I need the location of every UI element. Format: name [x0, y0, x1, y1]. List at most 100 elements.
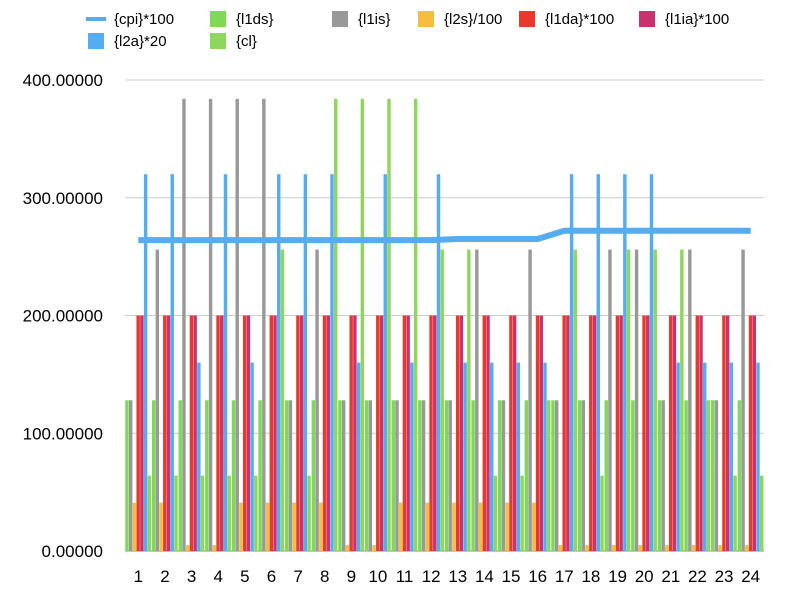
bar-l1ds	[577, 400, 582, 551]
bar-l2s-100	[372, 545, 376, 551]
bar-l2s-100	[159, 502, 163, 551]
bar-l1da-100	[615, 315, 620, 551]
bar-l1ia-100	[592, 315, 597, 551]
legend-item: {cpi}*100	[86, 11, 174, 28]
x-tick-label: 23	[715, 567, 734, 586]
legend-label: {l1is}	[358, 11, 391, 28]
bar-l2s-100	[212, 545, 217, 551]
bar-l1da-100	[509, 315, 513, 551]
bar-l2s-100	[345, 545, 350, 551]
bar-cl	[493, 475, 498, 551]
bar-l1da-100	[429, 315, 433, 551]
bar-l2a-20	[277, 174, 281, 551]
bar-l1ia-100	[486, 315, 490, 551]
bar-l2s-100	[452, 502, 456, 551]
bar-l1da-100	[402, 315, 407, 551]
legend-swatch	[519, 11, 535, 27]
bar-l1is	[368, 400, 373, 551]
bar-l2a-20	[250, 362, 254, 551]
legend-swatch	[88, 33, 104, 49]
bar-l1is	[421, 400, 426, 551]
bar-l1is	[528, 249, 532, 551]
bar-cl	[680, 249, 684, 551]
bar-l1is	[128, 400, 133, 551]
bar-l1is	[448, 400, 452, 551]
bar-l1da-100	[242, 315, 247, 551]
legend-label: {cpi}*100	[114, 11, 174, 28]
bar-cl	[653, 249, 657, 551]
bar-l1da-100	[349, 315, 353, 551]
x-tick-label: 3	[187, 567, 196, 586]
bar-l2a-20	[623, 174, 627, 551]
bar-l1da-100	[589, 315, 593, 551]
bar-l1ds	[737, 400, 742, 551]
bar-l1is	[608, 249, 612, 551]
bar-l2a-20	[649, 174, 654, 551]
bar-l2a-20	[143, 174, 148, 551]
bar-l1is	[155, 249, 160, 551]
bar-cl	[440, 249, 444, 551]
legend-label: {l2s}/100	[444, 11, 502, 28]
bar-l1is	[475, 249, 479, 551]
legend-label: {cl}	[236, 33, 257, 50]
bar-l2a-20	[356, 362, 361, 551]
bar-l1ia-100	[459, 315, 464, 551]
bar-l1ia-100	[699, 315, 703, 551]
legend-swatch	[418, 11, 434, 27]
bar-l1ds	[178, 400, 182, 551]
x-tick-label: 17	[555, 567, 574, 586]
bar-l2s-100	[185, 545, 190, 551]
bar-cl	[254, 475, 258, 551]
bar-l1ds	[631, 400, 635, 551]
bar-l2a-20	[197, 362, 201, 551]
y-tick-label: 400.00000	[23, 71, 103, 90]
bar-l2s-100	[745, 545, 749, 551]
bar-l1ds	[311, 400, 316, 551]
bar-l2a-20	[223, 174, 228, 551]
bar-l1da-100	[269, 315, 273, 551]
bar-l2a-20	[676, 362, 680, 551]
bar-l2a-20	[490, 362, 494, 551]
bar-l1ia-100	[140, 315, 144, 551]
x-tick-label: 15	[502, 567, 521, 586]
bar-l1da-100	[216, 315, 220, 551]
legend-item: {l1is}	[332, 11, 391, 28]
bar-l2s-100	[239, 502, 243, 551]
legend-label: {l2a}*20	[114, 33, 167, 50]
bar-l1ds	[471, 400, 475, 551]
legend-item: {l1da}*100	[519, 11, 614, 28]
bar-l1ds	[391, 400, 395, 551]
bar-cl	[706, 400, 711, 551]
legend-item: {l1ds}	[210, 11, 274, 28]
legend-label: {l1ia}*100	[665, 11, 729, 28]
y-axis: 0.00000 100.00000 200.00000 300.00000 400.00…	[23, 71, 103, 561]
bar-l2a-20	[569, 174, 574, 551]
bar-l2a-20	[170, 174, 174, 551]
bar-l1da-100	[296, 315, 300, 551]
bar-l1ds	[444, 400, 449, 551]
bar-l1da-100	[535, 315, 540, 551]
legend-item: {l2s}/100	[418, 11, 502, 28]
bar-l1is	[315, 249, 319, 551]
bar-cl	[626, 249, 631, 551]
bars	[125, 98, 764, 551]
cpi-line-layer	[138, 227, 751, 244]
bar-l2s-100	[718, 545, 722, 551]
bar-l2a-20	[703, 362, 707, 551]
bar-l2a-20	[383, 174, 387, 551]
y-tick-label: 0.00000	[42, 542, 103, 561]
x-tick-label: 20	[635, 567, 654, 586]
bar-l1ia-100	[512, 315, 517, 551]
x-tick-label: 6	[267, 567, 276, 586]
bar-l2a-20	[410, 362, 414, 551]
bar-l1is	[341, 400, 346, 551]
bar-cl	[334, 98, 338, 551]
bar-l1ds	[657, 400, 662, 551]
bar-l1ds	[711, 400, 715, 551]
bar-l2a-20	[436, 174, 441, 551]
bar-l1ds	[205, 400, 209, 551]
bar-cl	[733, 475, 737, 551]
bar-l1ia-100	[246, 315, 251, 551]
x-tick-label: 12	[422, 567, 441, 586]
bar-l1da-100	[695, 315, 699, 551]
